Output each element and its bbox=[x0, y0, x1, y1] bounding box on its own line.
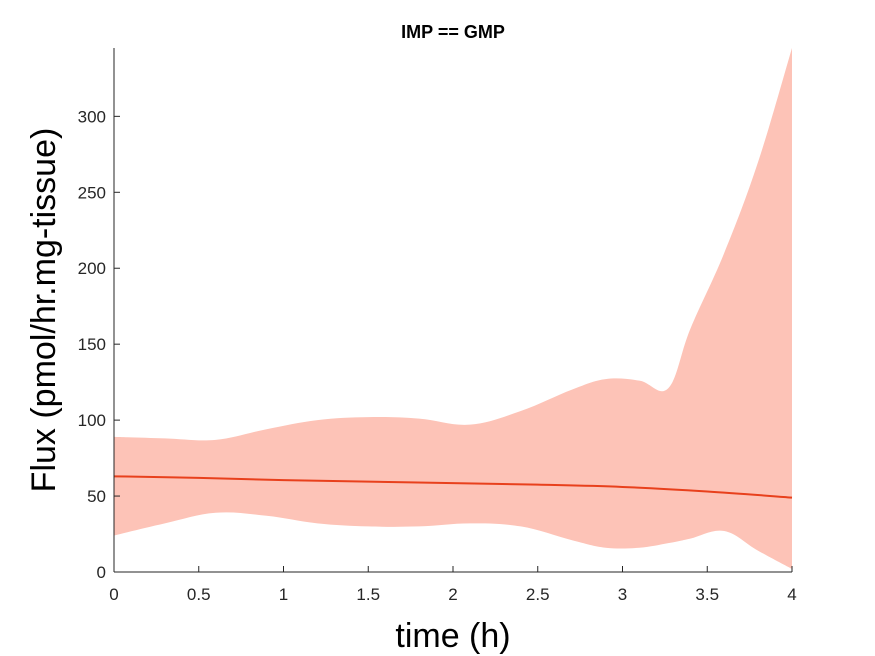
x-tick-label: 0 bbox=[109, 585, 118, 604]
x-tick-label: 1.5 bbox=[356, 585, 380, 604]
confidence-band bbox=[114, 48, 792, 569]
x-tick-label: 2 bbox=[448, 585, 457, 604]
y-tick-label: 150 bbox=[78, 335, 106, 354]
y-axis-label: Flux (pmol/hr.mg-tissue) bbox=[25, 128, 63, 493]
x-tick-label: 1 bbox=[279, 585, 288, 604]
x-tick-label: 3.5 bbox=[695, 585, 719, 604]
x-tick-label: 2.5 bbox=[526, 585, 550, 604]
y-tick-label: 300 bbox=[78, 107, 106, 126]
x-ticks: 0 0.5 1 1.5 2 2.5 3 3.5 4 bbox=[109, 566, 797, 604]
y-tick-label: 0 bbox=[97, 563, 106, 582]
x-tick-label: 0.5 bbox=[187, 585, 211, 604]
y-ticks: 0 50 100 150 200 250 300 bbox=[78, 107, 120, 582]
x-axis-label: time (h) bbox=[395, 617, 510, 655]
chart-title: IMP == GMP bbox=[401, 22, 505, 42]
y-tick-label: 250 bbox=[78, 183, 106, 202]
mean-flux-line bbox=[113, 475, 793, 499]
mean-line-layer bbox=[113, 475, 793, 499]
y-tick-label: 100 bbox=[78, 411, 106, 430]
y-tick-label: 50 bbox=[87, 487, 106, 506]
x-tick-label: 4 bbox=[787, 585, 796, 604]
y-tick-label: 200 bbox=[78, 259, 106, 278]
confidence-band-layer bbox=[114, 48, 792, 569]
x-tick-label: 3 bbox=[618, 585, 627, 604]
